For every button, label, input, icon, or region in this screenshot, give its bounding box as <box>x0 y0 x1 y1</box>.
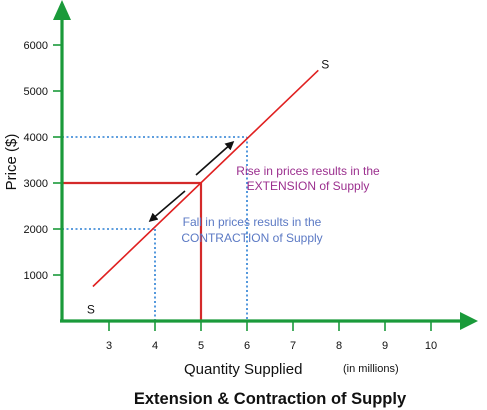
y-tick-label: 6000 <box>24 40 48 52</box>
supply-curve-label-high: S <box>321 57 329 71</box>
x-tick-label: 8 <box>336 340 342 352</box>
contraction-annotation-line-2: CONTRACTION of Supply <box>181 231 322 245</box>
chart-title: Extension & Contraction of Supply <box>134 390 407 408</box>
y-tick-label: 3000 <box>24 178 48 190</box>
supply-curve-line <box>92 69 319 288</box>
extension-annotation-line-2: EXTENSION of Supply <box>247 179 370 193</box>
reference-lines <box>62 136 248 321</box>
contraction-arrow <box>148 190 186 222</box>
contraction-annotation-line-1: Fall in prices results in the <box>183 215 322 229</box>
x-tick-label: 10 <box>425 340 437 352</box>
x-tick-label: 9 <box>382 340 388 352</box>
x-tick-label: 4 <box>152 340 158 352</box>
x-tick-label: 3 <box>106 340 112 352</box>
x-ticks: 3 4 5 6 7 8 9 10 <box>106 321 437 352</box>
y-ticks: 1000 2000 3000 4000 5000 6000 <box>24 40 62 282</box>
y-tick-label: 4000 <box>24 132 48 144</box>
x-tick-label: 5 <box>198 340 204 352</box>
x-tick-label: 7 <box>290 340 296 352</box>
x-axis-unit-label: (in millions) <box>343 363 399 375</box>
x-axis-arrowhead <box>460 312 478 330</box>
supply-curve-label-low: S <box>87 303 95 317</box>
extension-arrow <box>195 141 235 176</box>
extension-annotation-line-1: Rise in prices results in the <box>236 164 380 178</box>
y-axis-arrowhead <box>53 0 71 20</box>
x-tick-label: 6 <box>244 340 250 352</box>
y-axis-label: Price ($) <box>3 134 20 191</box>
y-tick-label: 2000 <box>24 224 48 236</box>
y-tick-label: 1000 <box>24 270 48 282</box>
y-tick-label: 5000 <box>24 86 48 98</box>
x-axis-label: Quantity Supplied <box>184 361 302 378</box>
